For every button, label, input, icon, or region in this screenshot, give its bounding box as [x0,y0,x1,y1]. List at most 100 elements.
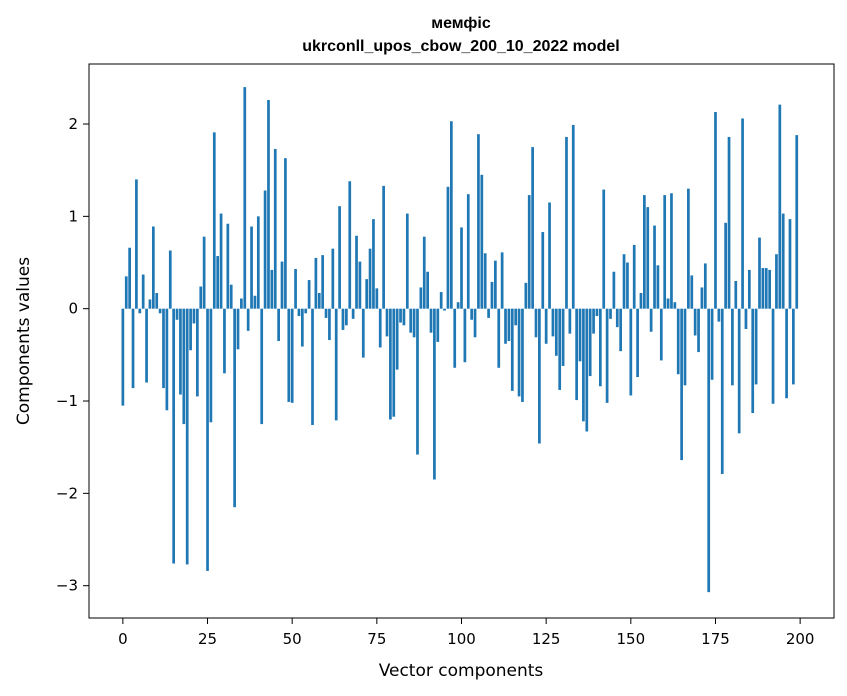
bar [294,268,297,309]
bar [162,308,165,389]
bar [165,308,169,411]
bar [670,193,673,309]
bar [300,308,304,347]
bar [571,124,575,309]
bar [460,227,463,309]
bar [138,308,142,314]
bar [558,308,562,390]
bar [443,308,446,311]
y-tick-label: −1 [56,392,78,410]
bar [629,308,633,396]
bar [256,216,260,309]
bar [172,308,176,564]
bar [588,308,592,377]
bar [189,308,192,351]
bar [615,308,619,328]
bar [494,260,497,309]
bar [240,298,243,309]
bar [466,194,470,309]
bar [605,308,609,403]
bar [568,308,572,334]
bar [690,275,694,309]
bar [270,269,274,309]
bar [656,265,660,309]
bar [764,268,768,309]
bar [439,292,443,309]
bar [355,235,358,309]
bar [747,269,751,309]
bar [683,308,687,386]
bar [710,308,714,380]
bar [168,250,172,309]
bar [497,308,501,368]
bar [470,308,474,320]
bar [196,308,199,397]
bar [229,284,233,309]
bar [399,308,402,323]
bar [395,308,399,370]
bar [307,280,311,309]
bar [405,213,409,309]
x-axis-label: Vector components [379,661,544,681]
y-tick-label: −2 [56,484,78,502]
bar [368,248,372,309]
bar [409,308,413,333]
bar [477,134,480,309]
bar [378,308,382,348]
x-tick-label: 100 [447,630,476,648]
bar [582,308,585,422]
bar [246,308,250,331]
bar [456,302,460,309]
bar [795,135,799,309]
bar [680,308,683,461]
bar [788,219,792,309]
bar [151,226,155,309]
bar [135,179,138,309]
bar [504,308,507,344]
bar [754,308,758,385]
bar [375,288,379,309]
bar [487,308,490,318]
bar [206,308,209,571]
bar [521,308,524,402]
bar [145,308,148,383]
bar [287,308,291,402]
bar [365,279,369,309]
bar [192,308,196,324]
bar [182,308,186,425]
bar [663,195,667,309]
bar [741,118,744,309]
chart-title-line1: мемфіс [431,15,491,32]
bar [348,181,352,309]
bar [751,308,755,414]
bar [429,308,433,333]
bars-group [121,87,799,593]
bar [778,104,782,309]
bar [554,308,558,356]
bar [433,308,436,480]
bar [595,308,599,317]
bar [673,302,677,309]
y-tick-label: 0 [68,300,78,318]
bar [602,189,606,309]
bar [351,308,355,319]
bar [416,308,419,455]
bar [548,202,551,309]
bar [734,280,738,309]
bar [216,256,220,309]
bar [714,112,717,309]
y-tick-label: −3 [56,577,78,595]
bar [185,308,189,565]
bar [453,308,457,368]
bar [646,207,650,309]
bar [761,268,765,309]
bar [785,308,788,399]
bar [236,308,240,350]
bar [527,195,531,309]
bar [636,308,639,378]
bar [697,308,700,353]
bar [372,219,375,309]
bar [490,281,494,309]
bar [500,252,504,309]
bar [273,148,277,309]
